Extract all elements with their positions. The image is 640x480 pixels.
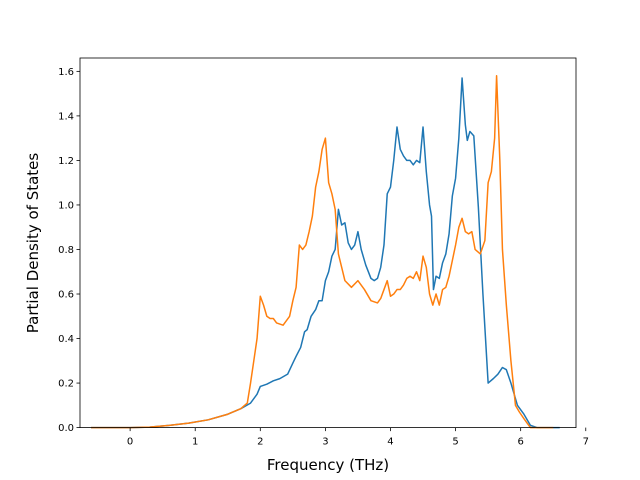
y-tick-label: 1.4: [58, 111, 74, 122]
y-tick-label: 1.2: [58, 156, 74, 167]
y-tick-label: 0.6: [58, 290, 74, 301]
series-line-1: [91, 77, 560, 429]
series-lines: [91, 75, 560, 429]
series-line-2: [91, 75, 554, 429]
y-tick-label: 1.6: [58, 67, 74, 78]
x-tick-label: 0: [127, 437, 133, 448]
x-tick-label: 1: [192, 437, 198, 448]
x-tick-label: 2: [257, 437, 263, 448]
x-tick-label: 3: [322, 437, 328, 448]
x-axis-ticks: 0 1 2 3 4 5 6 7: [127, 427, 589, 448]
x-tick-label: 4: [387, 437, 393, 448]
y-axis-label: Partial Density of States: [24, 153, 42, 334]
y-tick-label: 0.2: [58, 379, 74, 390]
y-axis-ticks: 0.0 0.2 0.4 0.6 0.8 1.0 1.2 1.4 1.6: [58, 67, 80, 434]
x-tick-label: 7: [583, 437, 589, 448]
plot-frame: [79, 57, 577, 429]
y-tick-label: 0.0: [58, 423, 74, 434]
y-tick-label: 0.8: [58, 245, 74, 256]
y-tick-label: 1.0: [58, 200, 74, 211]
y-tick-label: 0.4: [58, 334, 74, 345]
x-tick-label: 6: [517, 437, 523, 448]
x-axis-label: Frequency (THz): [267, 456, 389, 474]
x-tick-label: 5: [452, 437, 458, 448]
